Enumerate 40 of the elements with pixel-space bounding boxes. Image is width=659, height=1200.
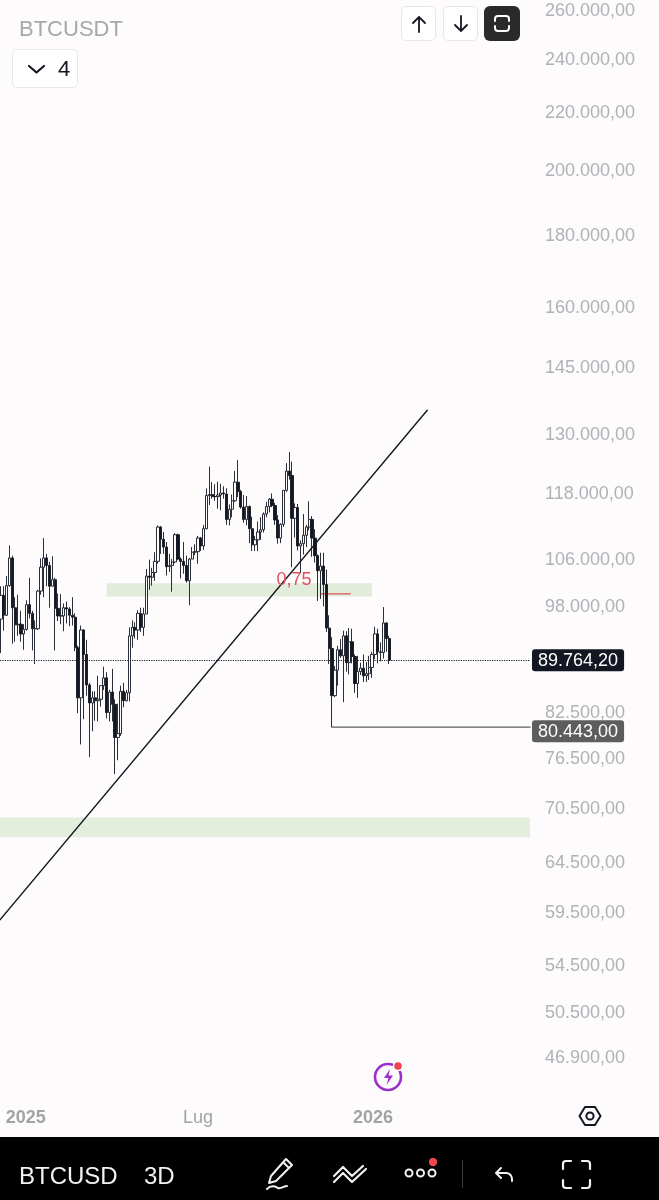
candlestick	[96, 675, 100, 722]
candlestick	[219, 483, 222, 511]
y-tick-label: 240.000,00	[545, 48, 636, 69]
chart-title: BTCUSDT	[19, 15, 123, 41]
y-tick-label: 54.500,00	[545, 955, 626, 976]
y-tick-label: 98.000,00	[545, 596, 626, 617]
candlestick	[256, 521, 260, 552]
candlestick	[105, 671, 108, 719]
candlestick	[136, 609, 140, 641]
y-tick-label: 180.000,00	[545, 224, 636, 245]
candlestick	[382, 606, 385, 659]
x-tick-label: 2026	[352, 1107, 394, 1127]
y-tick-label: 118.000,00	[545, 482, 634, 503]
candlestick	[42, 537, 45, 598]
candlestick	[225, 487, 228, 526]
toolbar: BTCUSD 3D	[0, 1137, 659, 1200]
y-tick-label: 59.500,00	[545, 901, 626, 922]
y-tick-label: 64.500,00	[545, 852, 626, 873]
y-tick-label: 70.500,00	[545, 797, 626, 818]
candlestick	[196, 535, 200, 565]
y-tick-label: 46.900,00	[545, 1047, 626, 1067]
y-tick-label: 106.000,00	[545, 548, 636, 569]
y-tick-label: 82.500,00	[545, 701, 626, 722]
y-tick-label: 145.000,00	[545, 356, 636, 377]
data-label: 80.443,00	[538, 721, 619, 742]
y-tick-label: 160.000,00	[545, 296, 636, 317]
y-tick-label: 130.000,00	[545, 423, 636, 444]
x-tick-label: Lug	[182, 1107, 213, 1127]
candlestick	[242, 494, 245, 524]
y-tick-label: 76.500,00	[545, 747, 626, 768]
candlestick	[348, 627, 351, 675]
y-tick-label: 260.000,00	[545, 0, 636, 20]
y-tick-label: 50.500,00	[545, 1001, 626, 1022]
dropdown-button: 4	[12, 49, 78, 88]
ref-line-label: 89.764,20	[538, 650, 619, 671]
y-tick-label: 200.000,00	[545, 160, 636, 181]
annotation: 4	[58, 56, 71, 81]
y-tick-label: 220.000,00	[545, 102, 636, 123]
candlestick	[216, 481, 220, 510]
x-tick-label: 2025	[5, 1107, 46, 1127]
